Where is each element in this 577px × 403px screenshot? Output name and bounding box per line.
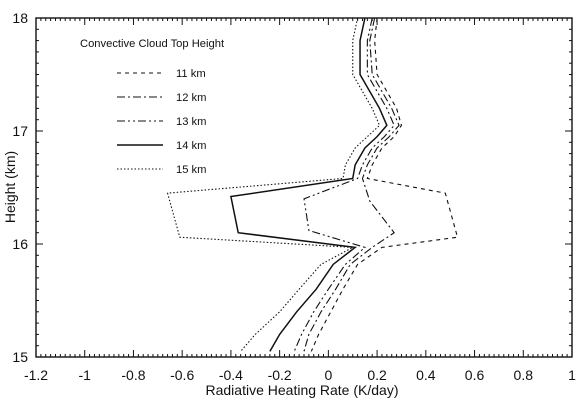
series-line-13-km	[293, 17, 395, 352]
x-tick-label: -0.8	[121, 367, 145, 383]
x-tick-label: -1	[79, 367, 92, 383]
x-tick-label: 1	[568, 367, 576, 383]
legend-label-15-km: 15 km	[176, 164, 206, 176]
x-axis-label: Radiative Heating Rate (K/day)	[206, 382, 399, 398]
series-layer	[166, 17, 459, 352]
y-tick-label: 18	[12, 10, 28, 26]
series-line-11-km	[310, 17, 459, 352]
x-tick-label: -0.4	[219, 367, 243, 383]
y-axis-ticks	[36, 17, 572, 358]
y-tick-label: 17	[12, 123, 28, 139]
y-axis-label: Height (km)	[2, 151, 18, 223]
x-tick-label: 0.6	[465, 367, 485, 383]
series-line-12-km	[303, 17, 400, 352]
x-tick-label: -1.2	[24, 367, 48, 383]
x-tick-label: 0.4	[416, 367, 436, 383]
y-tick-label: 15	[12, 349, 28, 365]
x-tick-label: 0	[324, 367, 332, 383]
series-line-14-km	[230, 17, 388, 352]
series-line-15-km	[166, 17, 381, 352]
x-tick-label: 0.8	[514, 367, 534, 383]
x-tick-label: -0.2	[268, 367, 292, 383]
legend-label-13-km: 13 km	[176, 116, 206, 128]
y-tick-label: 16	[12, 236, 28, 252]
legend-label-14-km: 14 km	[176, 140, 206, 152]
y-axis-tick-labels: 15 16 17 18	[12, 10, 28, 365]
x-axis-tick-labels: -1.2 -1 -0.8 -0.6 -0.4 -0.2 0 0.2 0.4 0.6 0.8 1	[24, 367, 576, 383]
legend-items: 11 km 12 km 13 km 14 km 15 km	[117, 68, 206, 176]
x-tick-label: 0.2	[367, 367, 387, 383]
legend-label-11-km: 11 km	[176, 68, 206, 80]
legend-title: Convective Cloud Top Height	[80, 38, 225, 50]
legend: Convective Cloud Top Height 11 km 12 km 13…	[80, 38, 225, 176]
legend-label-12-km: 12 km	[176, 92, 206, 104]
x-tick-label: -0.6	[170, 367, 194, 383]
